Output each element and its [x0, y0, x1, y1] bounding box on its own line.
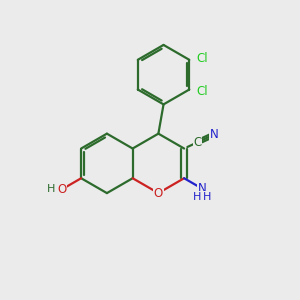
Text: Cl: Cl	[196, 85, 208, 98]
Text: H: H	[203, 192, 212, 202]
Text: O: O	[57, 183, 67, 196]
Text: N: N	[198, 182, 206, 195]
Text: N: N	[209, 128, 218, 141]
Text: H: H	[193, 192, 201, 202]
Text: H: H	[46, 184, 55, 194]
Text: C: C	[194, 136, 202, 149]
Text: Cl: Cl	[196, 52, 208, 65]
Text: O: O	[154, 187, 163, 200]
